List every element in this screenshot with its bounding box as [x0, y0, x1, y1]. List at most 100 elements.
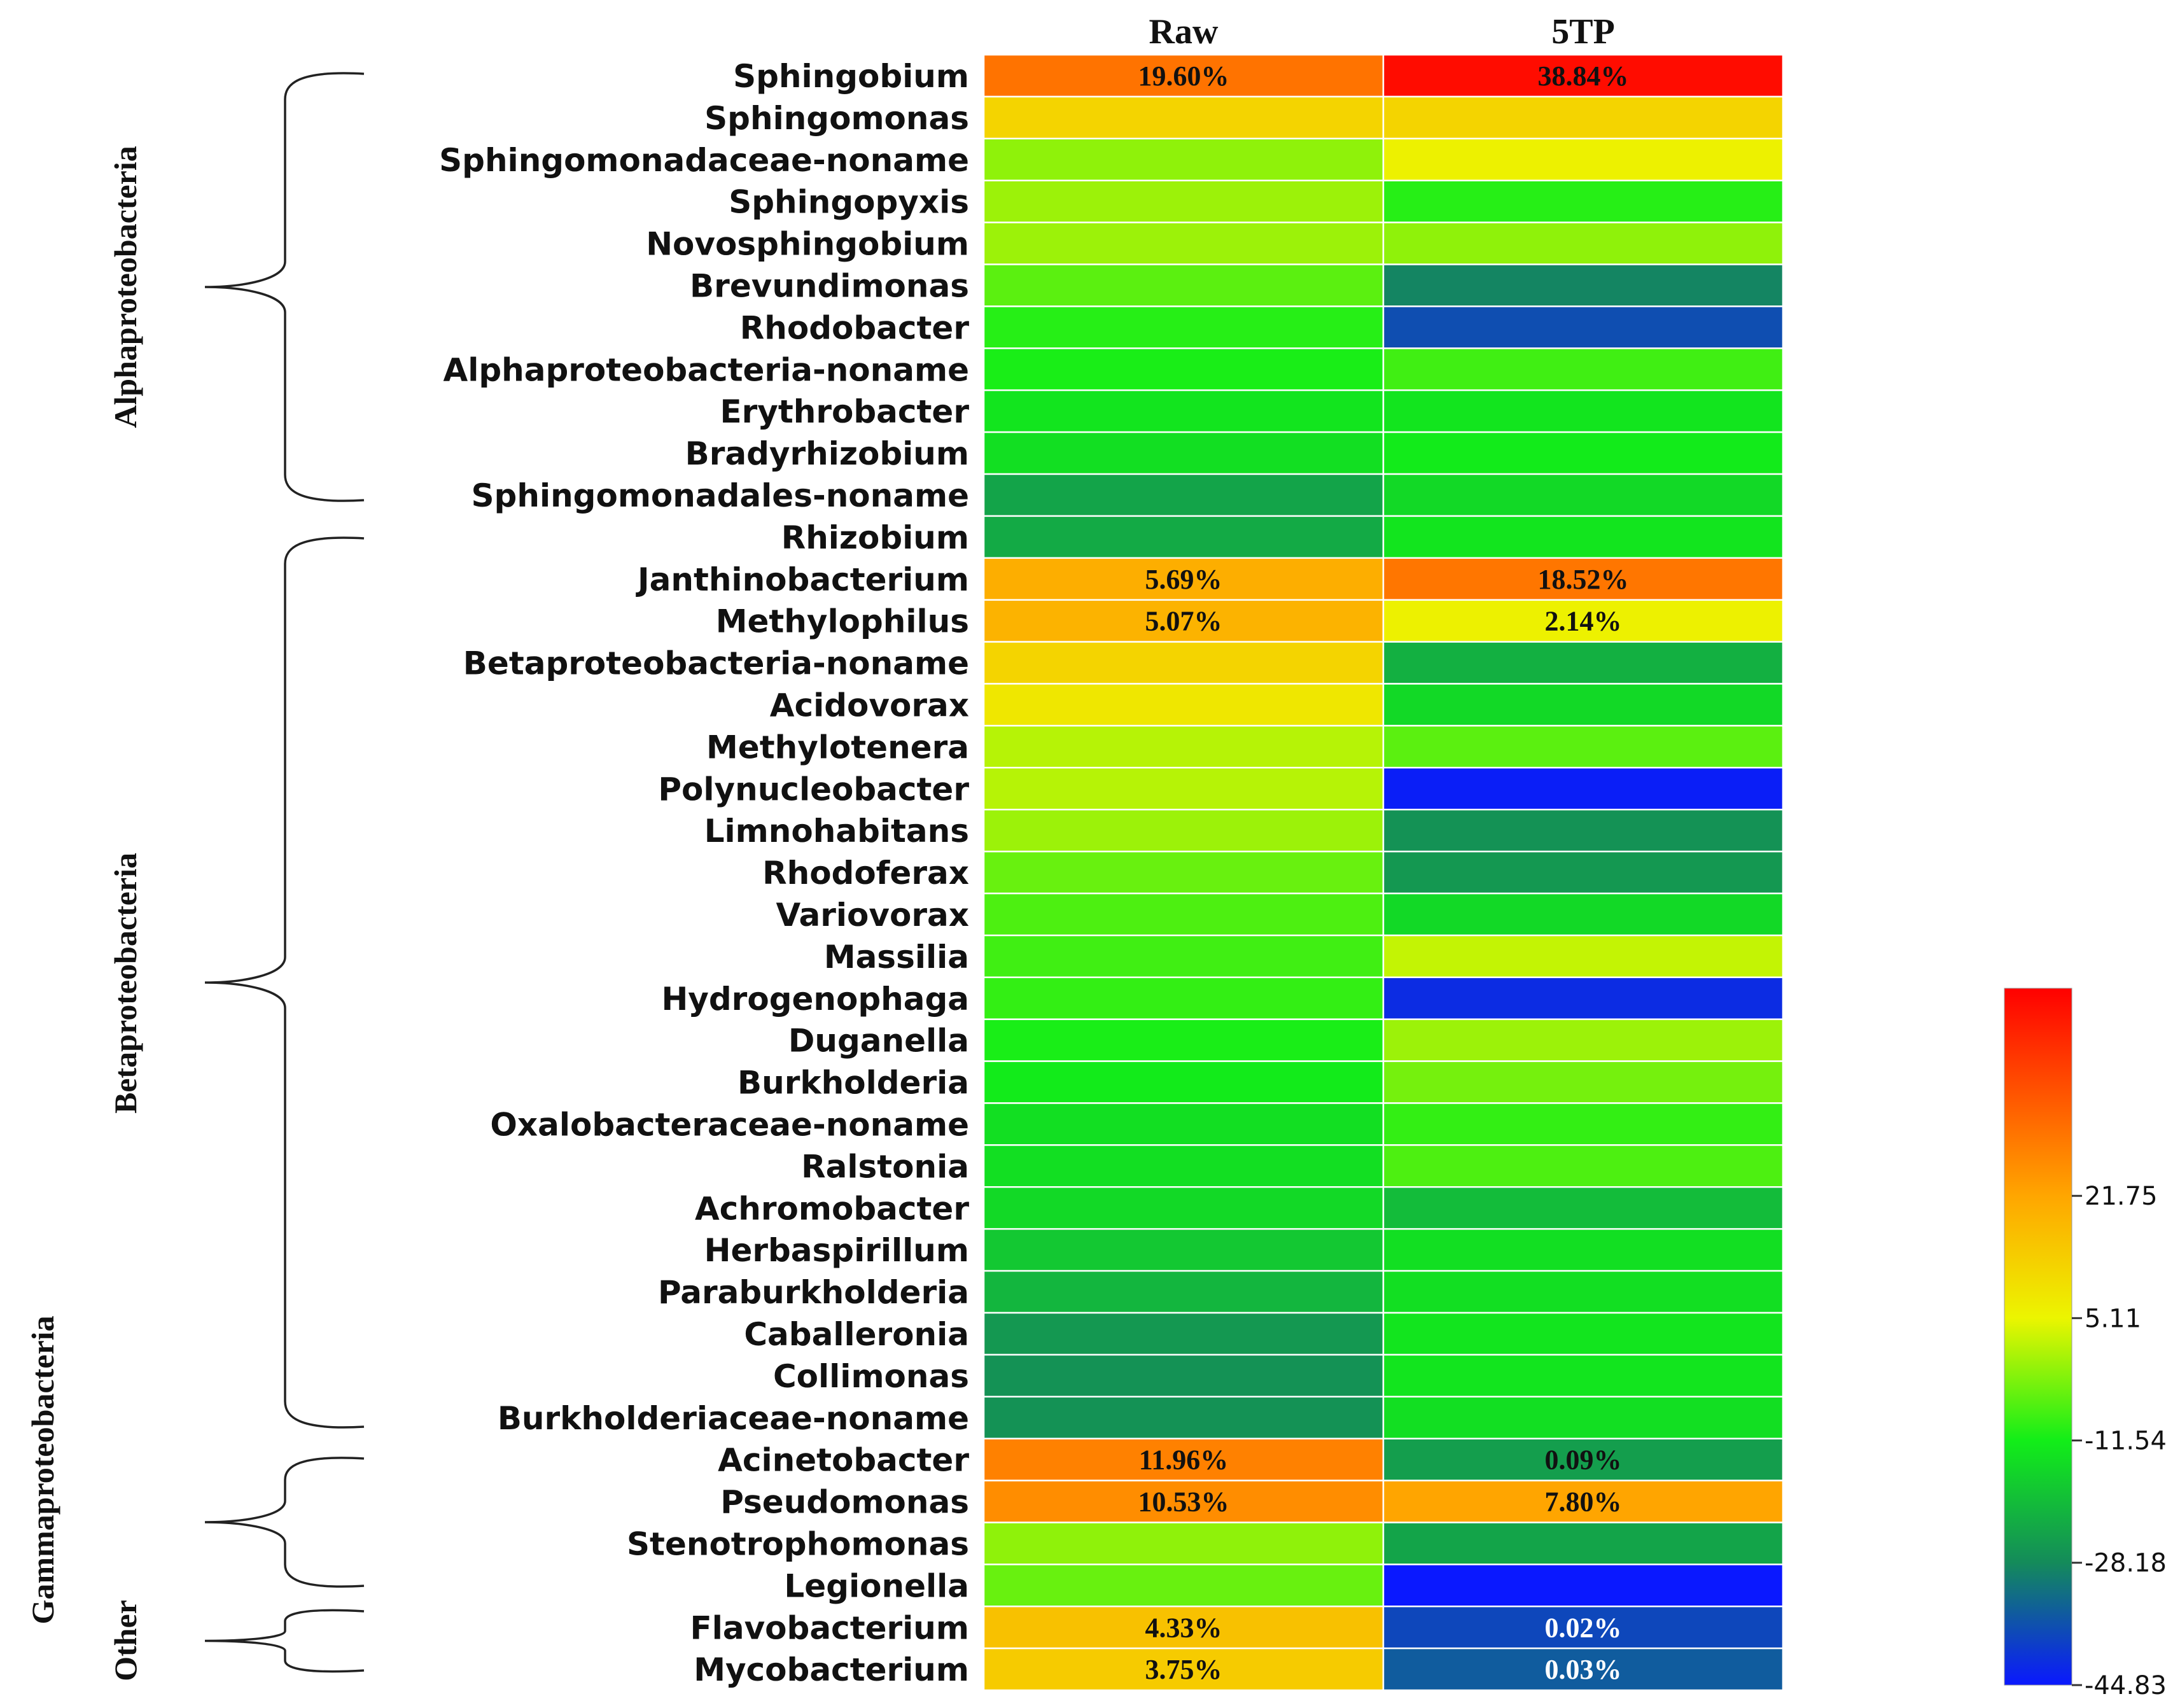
- heatmap-cell-caballeronia-tp5: [1382, 1312, 1784, 1356]
- row-label-sphingobium: Sphingobium: [733, 58, 969, 95]
- row-label-stenotrophomonas: Stenotrophomonas: [627, 1525, 969, 1562]
- heatmap-cell-legionella-raw: [982, 1564, 1385, 1607]
- heatmap-cell-paraburkholderia-tp5: [1382, 1270, 1784, 1314]
- cell-value-pseudomonas-raw: 10.53%: [1138, 1487, 1229, 1518]
- heatmap-cell-ralstonia-raw: [982, 1144, 1385, 1188]
- heatmap-cell-oxalobacteraceae-noname-tp5: [1382, 1102, 1784, 1146]
- row-label-flavobacterium: Flavobacterium: [690, 1609, 969, 1646]
- row-label-bradyrhizobium: Bradyrhizobium: [685, 435, 969, 472]
- heatmap-cell-legionella-tp5: [1382, 1564, 1784, 1607]
- colorbar-tick-label: -44.83: [2085, 1671, 2167, 1700]
- heatmap-cell-stenotrophomonas-tp5: [1382, 1522, 1784, 1565]
- row-label-variovorax: Variovorax: [776, 897, 969, 934]
- heatmap-cell-sphingomonadaceae-noname-tp5: [1382, 137, 1784, 181]
- row-label-sphingomonadaceae-noname: Sphingomonadaceae-noname: [439, 142, 969, 179]
- heatmap-cell-alphaproteobacteria-noname-raw: [982, 347, 1385, 391]
- cell-value-mycobacterium-raw: 3.75%: [1145, 1654, 1222, 1685]
- heatmap-cell-caballeronia-raw: [982, 1312, 1385, 1356]
- row-label-burkholderia: Burkholderia: [737, 1065, 969, 1102]
- cell-value-methylophilus-raw: 5.07%: [1145, 606, 1222, 637]
- heatmap-cell-novosphingobium-raw: [982, 221, 1385, 265]
- heatmap-cell-limnohabitans-raw: [982, 808, 1385, 853]
- heatmap-cell-methylophilus-tp5: [1382, 599, 1784, 643]
- row-label-acinetobacter: Acinetobacter: [718, 1442, 969, 1479]
- heatmap-cell-herbaspirillum-raw: [982, 1228, 1385, 1272]
- heatmap-cell-variovorax-tp5: [1382, 892, 1784, 937]
- row-label-rhizobium: Rhizobium: [781, 519, 969, 556]
- cell-value-janthinobacterium-raw: 5.69%: [1145, 564, 1222, 595]
- heatmap-cell-brevundimonas-raw: [982, 263, 1385, 307]
- heatmap-cell-novosphingobium-tp5: [1382, 221, 1784, 265]
- colorbar-tick-label: 5.11: [2085, 1304, 2141, 1333]
- row-label-herbaspirillum: Herbaspirillum: [704, 1232, 969, 1269]
- row-label-caballeronia: Caballeronia: [744, 1316, 969, 1353]
- heatmap-cell-methylotenera-tp5: [1382, 725, 1784, 769]
- heatmap-cell-bradyrhizobium-tp5: [1382, 431, 1784, 475]
- cell-value-flavobacterium-tp5: 0.02%: [1545, 1612, 1622, 1643]
- group-brace-gammaproteobacteria: [204, 1457, 365, 1588]
- heatmap-cell-acidovorax-raw: [982, 683, 1385, 727]
- row-label-novosphingobium: Novosphingobium: [646, 226, 969, 263]
- row-label-rhodobacter: Rhodobacter: [740, 309, 970, 346]
- heatmap-cell-variovorax-raw: [982, 892, 1385, 937]
- group-label-other: Other: [108, 1600, 143, 1681]
- heatmap-cell-janthinobacterium-raw: [982, 557, 1385, 601]
- heatmap-cell-collimonas-tp5: [1382, 1354, 1784, 1398]
- colorbar-gradient: [2004, 988, 2072, 1686]
- row-label-duganella: Duganella: [788, 1023, 969, 1060]
- row-label-paraburkholderia: Paraburkholderia: [658, 1274, 969, 1311]
- heatmap-cell-sphingomonadales-noname-raw: [982, 473, 1385, 517]
- cell-value-janthinobacterium-tp5: 18.52%: [1538, 564, 1629, 595]
- heatmap-cell-ralstonia-tp5: [1382, 1144, 1784, 1188]
- column-header-raw: Raw: [1149, 12, 1219, 52]
- heatmap-cell-oxalobacteraceae-noname-raw: [982, 1102, 1385, 1146]
- heatmap-cell-rhodoferax-raw: [982, 850, 1385, 895]
- row-label-limnohabitans: Limnohabitans: [704, 813, 969, 850]
- heatmap-cell-sphingopyxis-tp5: [1382, 179, 1784, 223]
- row-label-achromobacter: Achromobacter: [695, 1190, 969, 1227]
- row-label-oxalobacteraceae-noname: Oxalobacteraceae-noname: [490, 1106, 969, 1143]
- heatmap-cell-erythrobacter-raw: [982, 389, 1385, 433]
- row-label-hydrogenophaga: Hydrogenophaga: [661, 981, 969, 1018]
- heatmap-cell-limnohabitans-tp5: [1382, 808, 1784, 853]
- column-header-5tp: 5TP: [1551, 12, 1615, 52]
- heatmap-cell-betaproteobacteria-noname-raw: [982, 641, 1385, 685]
- row-label-methylotenera: Methylotenera: [706, 729, 969, 766]
- group-label-alphaproteobacteria: Alphaproteobacteria: [108, 146, 143, 428]
- cell-value-pseudomonas-tp5: 7.80%: [1545, 1487, 1622, 1518]
- heatmap-cell-burkholderiaceae-noname-tp5: [1382, 1396, 1784, 1439]
- row-label-janthinobacterium: Janthinobacterium: [636, 561, 969, 598]
- heatmap-cell-duganella-tp5: [1382, 1018, 1784, 1062]
- heatmap-cell-achromobacter-raw: [982, 1186, 1385, 1230]
- colorbar-tick-label: 21.75: [2085, 1182, 2158, 1211]
- heatmap-cell-paraburkholderia-raw: [982, 1270, 1385, 1314]
- row-label-alphaproteobacteria-noname: Alphaproteobacteria-noname: [444, 351, 970, 388]
- heatmap-cell-sphingomonas-raw: [982, 95, 1385, 140]
- cell-value-flavobacterium-raw: 4.33%: [1145, 1612, 1222, 1643]
- heatmap-cell-polynucleobacter-raw: [982, 767, 1385, 811]
- row-label-erythrobacter: Erythrobacter: [720, 393, 969, 430]
- row-label-ralstonia: Ralstonia: [801, 1148, 969, 1185]
- row-label-acidovorax: Acidovorax: [770, 687, 969, 724]
- heatmap-cell-sphingopyxis-raw: [982, 179, 1385, 223]
- heatmap-cell-erythrobacter-tp5: [1382, 389, 1784, 433]
- heatmap-cell-acinetobacter-tp5: [1382, 1438, 1784, 1481]
- heatmap-cell-burkholderiaceae-noname-raw: [982, 1396, 1385, 1439]
- row-label-rhodoferax: Rhodoferax: [762, 855, 969, 892]
- heatmap-cell-massilia-raw: [982, 934, 1385, 979]
- heatmap-cell-hydrogenophaga-raw: [982, 976, 1385, 1020]
- heatmap-cell-mycobacterium-raw: [982, 1647, 1385, 1691]
- row-label-sphingopyxis: Sphingopyxis: [729, 184, 969, 221]
- heatmap-cell-mycobacterium-tp5: [1382, 1647, 1784, 1691]
- heatmap-cell-achromobacter-tp5: [1382, 1186, 1784, 1230]
- cell-value-methylophilus-tp5: 2.14%: [1545, 606, 1622, 637]
- heatmap-cell-betaproteobacteria-noname-tp5: [1382, 641, 1784, 685]
- heatmap-cell-sphingobium-tp5: [1382, 53, 1784, 98]
- heatmap-cell-herbaspirillum-tp5: [1382, 1228, 1784, 1272]
- row-label-mycobacterium: Mycobacterium: [694, 1651, 969, 1688]
- heatmap-cell-rhizobium-tp5: [1382, 515, 1784, 559]
- group-brace-other: [204, 1609, 365, 1673]
- row-label-pseudomonas: Pseudomonas: [720, 1484, 969, 1521]
- cell-value-sphingobium-tp5: 38.84%: [1538, 60, 1629, 92]
- heatmap-cell-methylotenera-raw: [982, 725, 1385, 769]
